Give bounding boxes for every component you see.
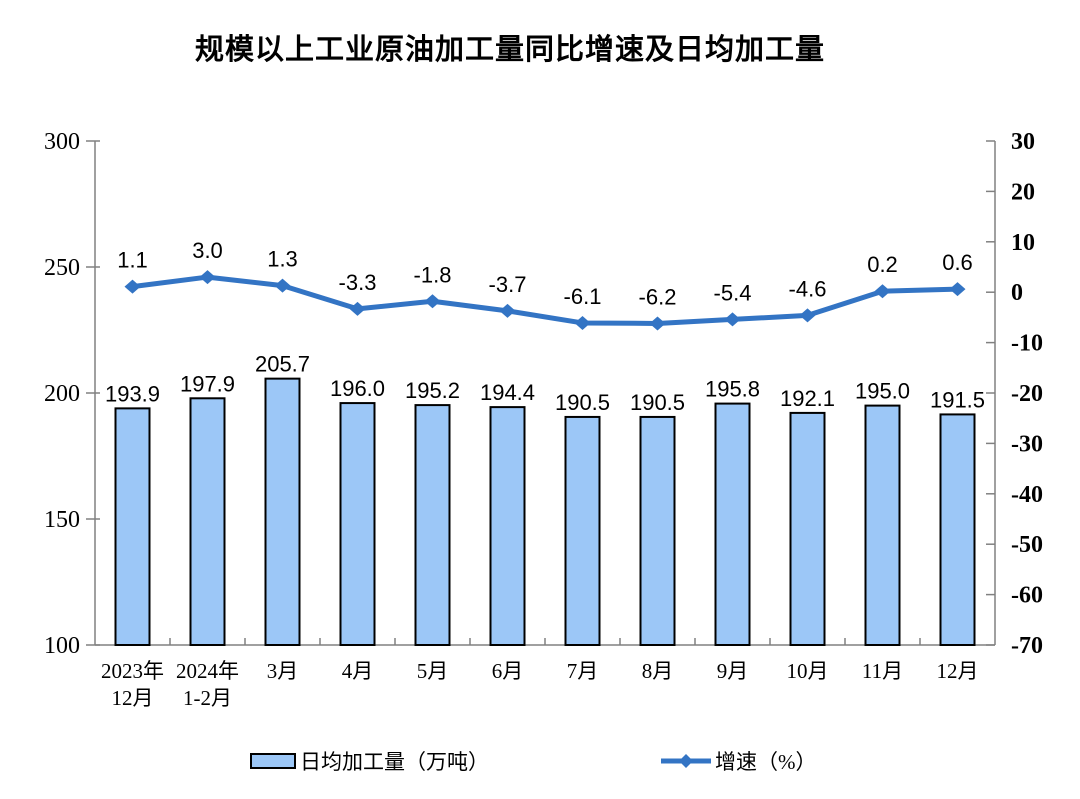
bar-value-label: 190.5 <box>555 390 610 415</box>
line-marker <box>724 312 741 327</box>
right-axis-tick-label: 20 <box>1011 179 1035 205</box>
legend-line-label: 增速（%） <box>715 750 817 774</box>
x-axis-label: 7月 <box>567 659 599 683</box>
x-axis-label: 5月 <box>417 659 449 683</box>
line-value-label: 3.0 <box>192 238 223 263</box>
right-axis-tick-label: -40 <box>1011 482 1043 508</box>
legend-item-daily-volume: 日均加工量（万吨） <box>250 746 489 776</box>
line-value-label: -3.3 <box>339 270 377 295</box>
x-axis-label: 6月 <box>492 659 524 683</box>
left-axis-tick-label: 100 <box>44 633 80 659</box>
bar-value-label: 197.9 <box>180 371 235 396</box>
bar <box>264 377 301 646</box>
line-marker <box>199 270 216 285</box>
x-axis-label: 2024年 1-2月 <box>176 659 239 710</box>
line-value-label: -1.8 <box>414 262 452 287</box>
line-value-label: -6.1 <box>564 284 602 309</box>
line-value-label: -6.2 <box>639 284 677 309</box>
bar <box>789 411 826 646</box>
right-axis-tick-label: 10 <box>1011 230 1035 256</box>
bar-value-label: 205.7 <box>255 352 310 377</box>
legend-line-swatch <box>661 754 711 768</box>
left-axis-tick-label: 150 <box>44 507 80 533</box>
right-axis-tick-label: -60 <box>1011 583 1043 609</box>
bar <box>714 402 751 647</box>
bar <box>489 406 526 646</box>
growth-line <box>132 274 958 326</box>
bar-value-label: 194.4 <box>480 380 535 405</box>
line-marker <box>874 284 891 299</box>
x-axis-label: 12月 <box>937 659 979 683</box>
combo-chart: 3002502001501003020100-10-20-30-40-50-60… <box>44 129 1043 710</box>
legend: 日均加工量（万吨） 增速（%） <box>0 746 1080 780</box>
bar-value-label: 190.5 <box>630 390 685 415</box>
line-marker <box>949 282 966 297</box>
left-axis-tick-label: 300 <box>44 129 80 155</box>
line-marker <box>424 294 441 309</box>
right-axis-tick-label: -50 <box>1011 532 1043 558</box>
right-axis-tick-label: -20 <box>1011 381 1043 407</box>
bar-value-label: 191.5 <box>930 387 985 412</box>
x-axis-label: 4月 <box>342 659 374 683</box>
x-axis-label: 10月 <box>787 659 829 683</box>
right-axis-tick-label: 0 <box>1011 280 1023 306</box>
chart-title: 规模以上工业原油加工量同比增速及日均加工量 <box>194 34 825 66</box>
right-axis-tick-label: -70 <box>1011 633 1043 659</box>
line-value-label: -5.4 <box>714 280 752 305</box>
legend-bar-label: 日均加工量（万吨） <box>300 750 489 774</box>
line-value-label: 1.3 <box>267 247 298 272</box>
bar <box>564 415 601 646</box>
x-axis-label: 2023年 12月 <box>101 659 164 710</box>
line-value-label: -4.6 <box>789 276 827 301</box>
bar <box>114 407 151 647</box>
line-value-label: 1.1 <box>117 248 148 273</box>
bar-value-label: 193.9 <box>105 381 160 406</box>
line-value-label: 0.6 <box>942 250 973 275</box>
bar <box>864 404 901 646</box>
bar-value-label: 195.0 <box>855 379 910 404</box>
left-axis-tick-label: 250 <box>44 255 80 281</box>
line-marker <box>574 315 591 330</box>
x-axis-label: 11月 <box>862 659 903 683</box>
line-value-label: 0.2 <box>867 252 898 277</box>
line-value-label: -3.7 <box>489 272 527 297</box>
bar <box>939 413 976 647</box>
line-marker <box>274 278 291 293</box>
legend-item-growth-rate: 增速（%） <box>660 746 817 776</box>
legend-bar-swatch <box>250 753 296 769</box>
bar <box>189 397 226 646</box>
bar-value-label: 192.1 <box>780 386 835 411</box>
bar-value-label: 196.0 <box>330 376 385 401</box>
x-axis-label: 8月 <box>642 659 674 683</box>
x-axis-label: 9月 <box>717 659 749 683</box>
right-axis-tick-label: -10 <box>1011 331 1043 357</box>
right-axis-tick-label: 30 <box>1011 129 1035 155</box>
line-marker <box>124 279 141 294</box>
bar <box>414 404 451 647</box>
line-marker <box>799 308 816 323</box>
x-axis-label: 3月 <box>267 659 299 683</box>
bar-value-label: 195.2 <box>405 378 460 403</box>
line-marker <box>649 316 666 331</box>
left-axis-tick-label: 200 <box>44 381 80 407</box>
bar-value-label: 195.8 <box>705 377 760 402</box>
bar <box>639 415 676 646</box>
bar <box>339 402 376 646</box>
line-marker <box>349 301 366 316</box>
line-marker <box>499 303 516 318</box>
right-axis-tick-label: -30 <box>1011 431 1043 457</box>
